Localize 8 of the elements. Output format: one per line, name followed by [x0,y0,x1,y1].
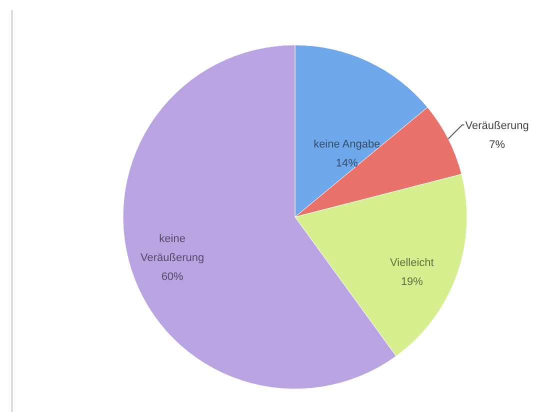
slice-label: keine Veräußerung [140,232,204,264]
slice-label: keine Angabe [314,138,380,150]
data-label: 60% [161,270,184,283]
data-label: 7% [489,138,506,151]
data-label: 19% [400,276,424,288]
slice-label: Veräußerung [465,120,529,132]
data-label: 14% [336,157,358,170]
slice-label: Vielleicht [390,256,434,269]
